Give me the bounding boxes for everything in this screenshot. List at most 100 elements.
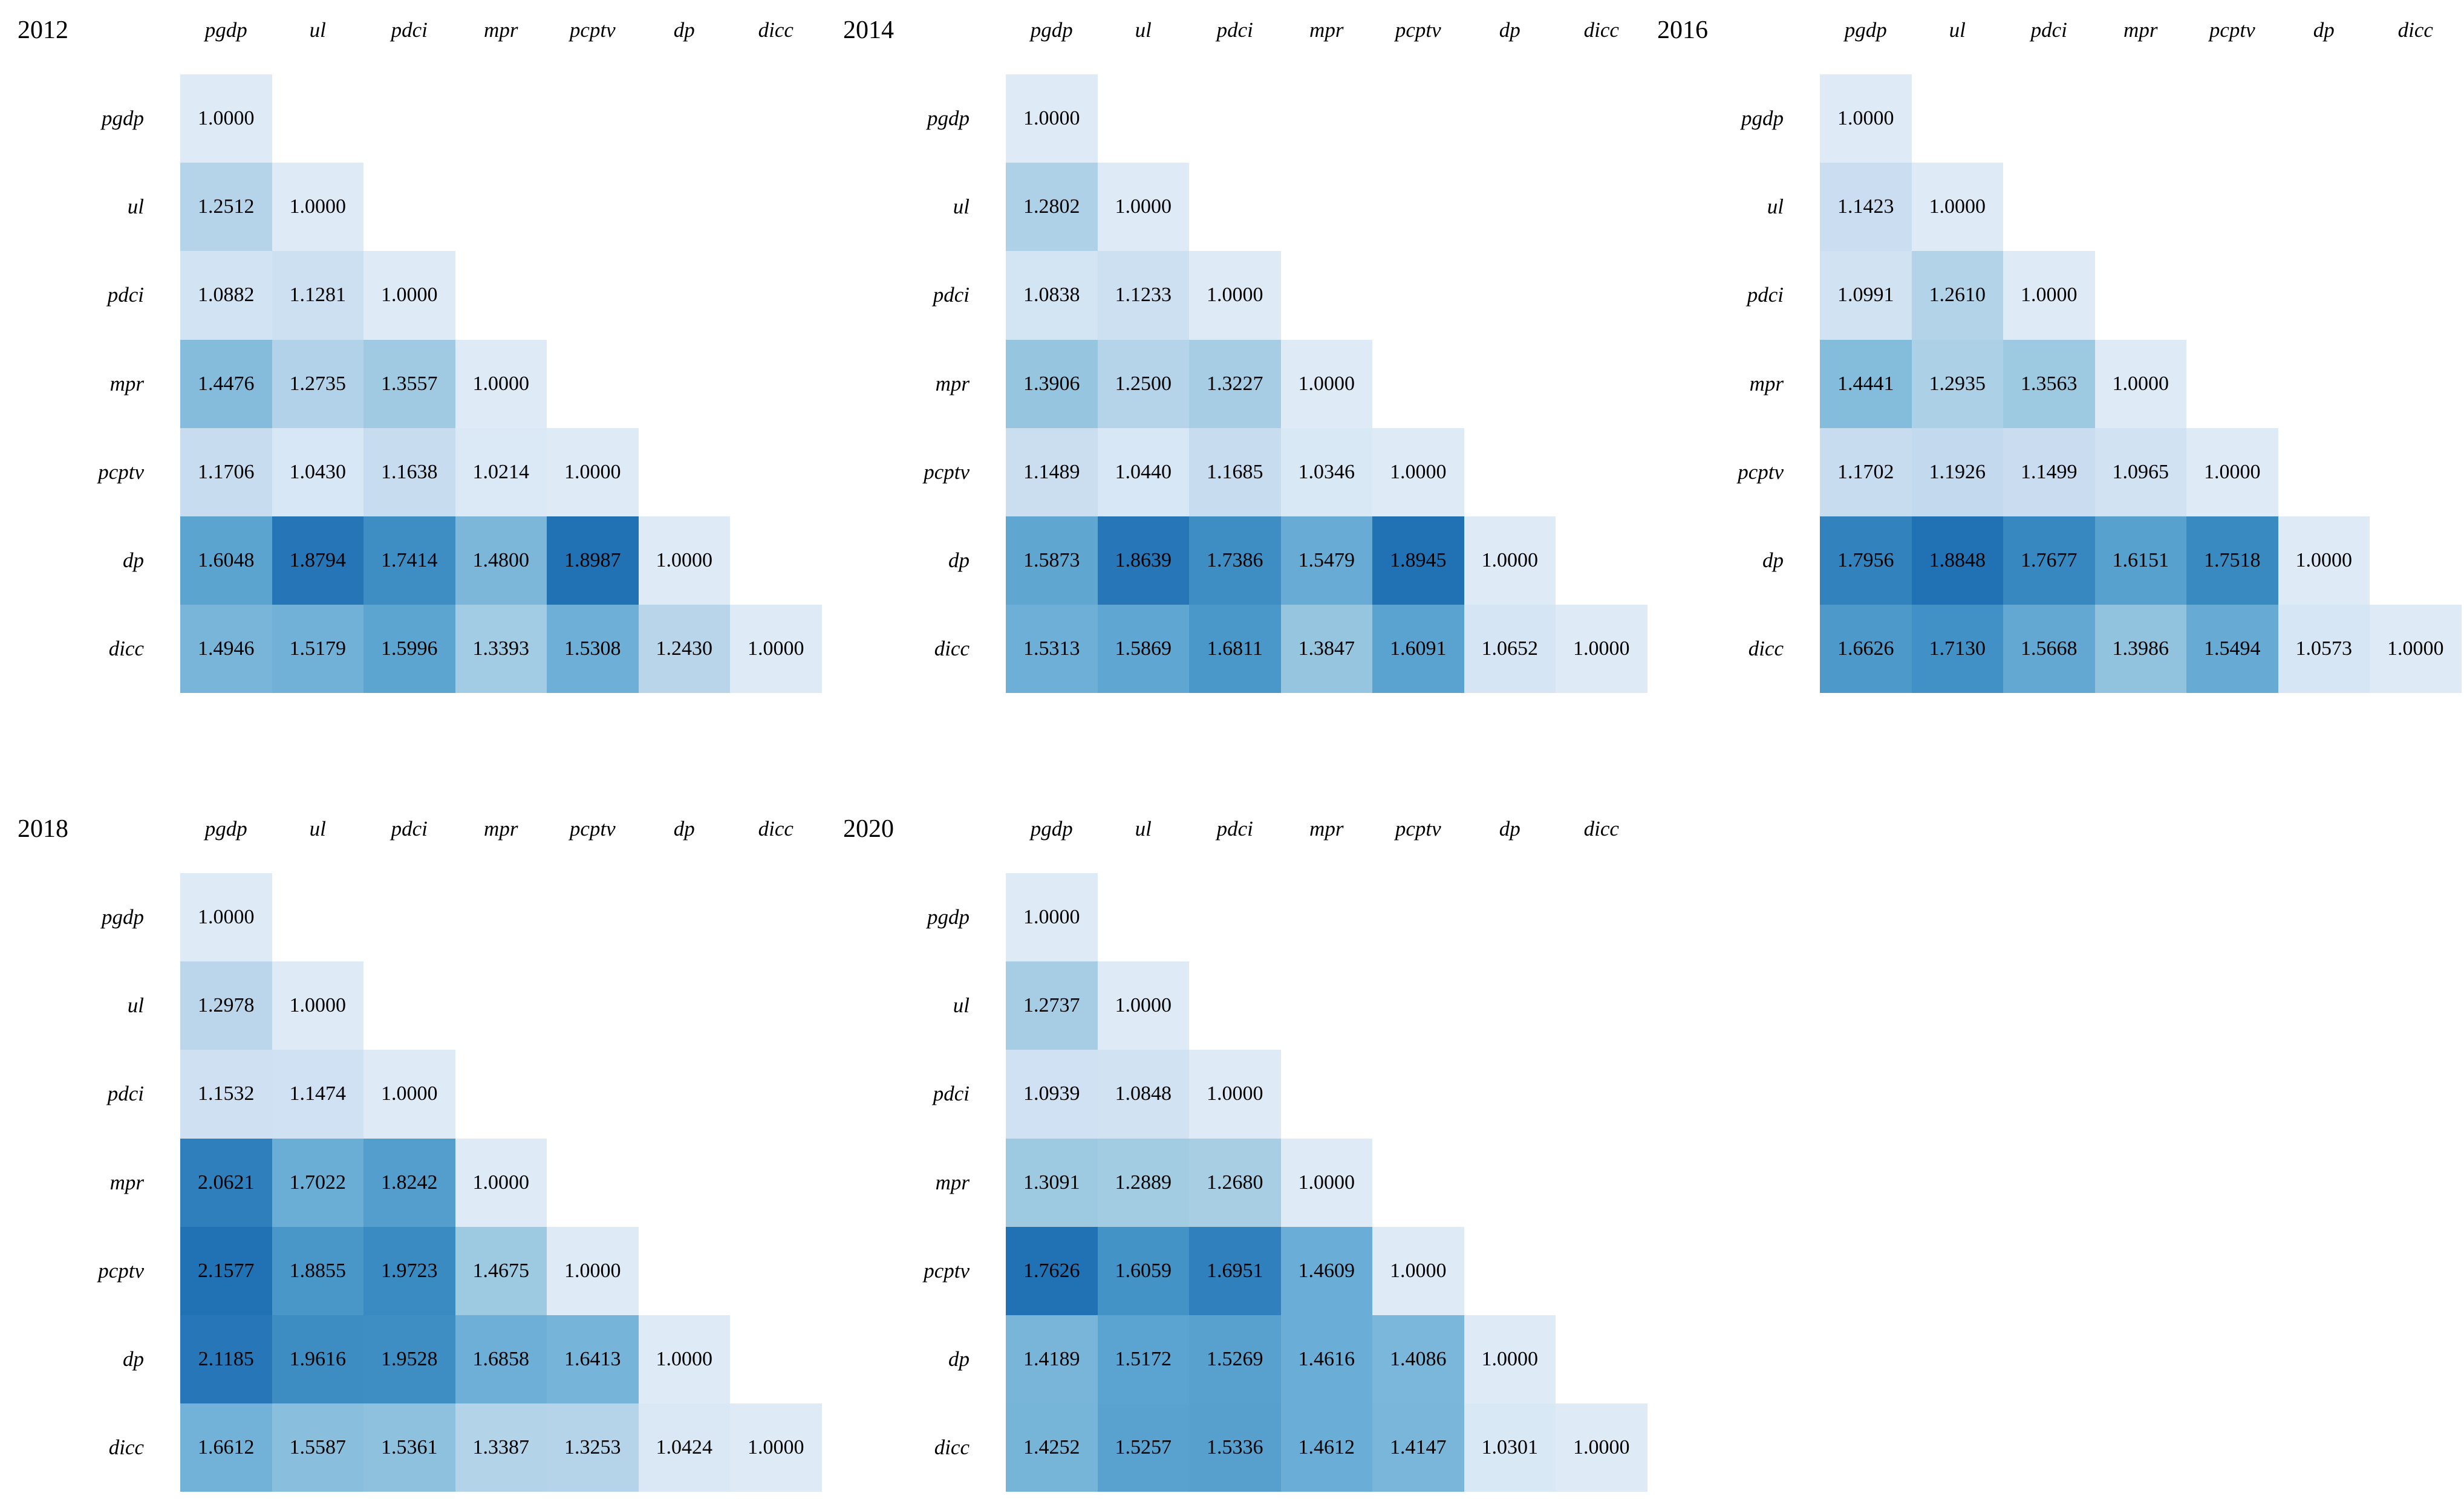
cell-pcptv-pdci: 1.1638 [363,428,455,516]
row-label-dicc: dicc [934,1436,970,1460]
cell-dicc-mpr: 1.3387 [455,1403,547,1492]
matrix-row-dicc: dicc 1.6612 1.5587 1.5361 1.3387 1.3253 1.0424… [0,1403,823,1492]
column-header-mpr: mpr [484,18,518,42]
matrix-row-ul: ul 1.2737 1.0000 [826,961,1648,1050]
matrix-row-pgdp: pgdp 1.0000 [826,74,1648,163]
column-header-pgdp: pgdp [204,18,247,42]
row-label-pgdp: pgdp [927,106,970,130]
cell-dp-pcptv: 1.8945 [1372,516,1464,605]
matrix-row-dicc: dicc 1.5313 1.5869 1.6811 1.3847 1.6091 1.0652… [826,605,1648,694]
cell-dicc-dicc: 1.0000 [1556,605,1648,694]
column-header-pdci: pdci [1216,18,1253,42]
row-label-pgdp: pgdp [1741,106,1784,130]
cell-mpr-mpr: 1.0000 [1280,1138,1372,1227]
header-row: 2014 pgdp ul pdci mpr pcptv dp dicc [826,0,1648,74]
row-label-pcptv: pcptv [924,460,970,484]
row-label-dp: dp [123,1347,144,1371]
cell-pgdp-pgdp: 1.0000 [1006,873,1098,962]
cell-pcptv-pgdp: 1.1706 [180,428,272,516]
cell-dicc-dp: 1.0301 [1464,1403,1556,1492]
matrix-row-mpr: mpr 2.0621 1.7022 1.8242 1.0000 [0,1138,823,1227]
cell-mpr-mpr: 1.0000 [1280,339,1372,428]
cell-mpr-pdci: 1.2680 [1189,1138,1281,1227]
cell-dp-pgdp: 2.1185 [180,1315,272,1404]
matrix-row-dp: dp 1.5873 1.8639 1.7386 1.5479 1.8945 1.0000 [826,516,1648,605]
cell-pcptv-mpr: 1.4609 [1280,1226,1372,1315]
matrix-row-dp: dp 1.7956 1.8848 1.7677 1.6151 1.7518 1.0000 [1640,516,2462,605]
cell-dicc-pgdp: 1.4946 [180,605,272,694]
matrix-row-ul: ul 1.2978 1.0000 [0,961,823,1050]
cell-pcptv-mpr: 1.0965 [2094,428,2186,516]
cell-mpr-pgdp: 1.4441 [1820,339,1912,428]
cell-dicc-pcptv: 1.5494 [2186,605,2278,694]
cell-dp-pcptv: 1.7518 [2186,516,2278,605]
cell-dicc-pdci: 1.5361 [363,1403,455,1492]
row-label-pcptv: pcptv [1738,460,1784,484]
cell-pcptv-pgdp: 2.1577 [180,1226,272,1315]
cell-pcptv-pcptv: 1.0000 [2186,428,2278,516]
row-label-mpr: mpr [109,371,144,395]
matrix-row-ul: ul 1.1423 1.0000 [1640,163,2462,252]
row-label-pcptv: pcptv [924,1258,970,1283]
row-label-dicc: dicc [1748,637,1784,661]
column-header-dicc: dicc [2397,18,2433,42]
column-header-dicc: dicc [758,18,794,42]
cell-dicc-dicc: 1.0000 [730,1403,822,1492]
cell-pgdp-pgdp: 1.0000 [1820,74,1912,163]
column-header-ul: ul [309,817,326,841]
cell-dp-pdci: 1.7414 [363,516,455,605]
cell-dicc-pdci: 1.5996 [363,605,455,694]
row-label-dicc: dicc [108,637,144,661]
column-header-ul: ul [309,18,326,42]
column-header-dicc: dicc [1583,817,1619,841]
cell-dicc-pdci: 1.6811 [1189,605,1281,694]
column-header-mpr: mpr [1309,18,1344,42]
cell-mpr-ul: 1.2889 [1097,1138,1189,1227]
column-header-ul: ul [1135,817,1152,841]
header-row: 2018 pgdp ul pdci mpr pcptv dp dicc [0,799,823,873]
cell-pcptv-ul: 1.6059 [1097,1226,1189,1315]
column-header-pcptv: pcptv [1395,18,1441,42]
heatmap-2016: 2016 pgdp ul pdci mpr pcptv dp dicc pgdp 1.0000 ul… [1640,0,2462,695]
cell-dp-dp: 1.0000 [1464,516,1556,605]
cell-dp-pcptv: 1.8987 [547,516,639,605]
row-label-pdci: pdci [933,283,970,307]
cell-ul-ul: 1.0000 [1911,163,2003,252]
year-label: 2018 [18,815,68,843]
matrix-row-pdci: pdci 1.0882 1.1281 1.0000 [0,251,823,340]
cell-pdci-pdci: 1.0000 [363,1050,455,1139]
cell-dp-ul: 1.8639 [1097,516,1189,605]
cell-dp-ul: 1.9616 [272,1315,363,1404]
matrix-row-dp: dp 1.6048 1.8794 1.7414 1.4800 1.8987 1.0000 [0,516,823,605]
column-header-mpr: mpr [1309,817,1344,841]
row-label-dp: dp [948,548,970,572]
row-label-mpr: mpr [109,1170,144,1194]
cell-dp-dp: 1.0000 [1464,1315,1556,1404]
matrix-row-ul: ul 1.2512 1.0000 [0,163,823,252]
cell-pdci-ul: 1.1474 [272,1050,363,1139]
row-label-pcptv: pcptv [98,1258,144,1283]
column-header-dicc: dicc [1583,18,1619,42]
cell-pcptv-mpr: 1.0214 [455,428,547,516]
cell-pcptv-pgdp: 1.1489 [1006,428,1098,516]
matrix-row-pcptv: pcptv 1.1489 1.0440 1.1685 1.0346 1.0000 [826,428,1648,516]
cell-pcptv-pdci: 1.1499 [2003,428,2095,516]
column-header-pgdp: pgdp [204,817,247,841]
cell-dicc-mpr: 1.3847 [1280,605,1372,694]
header-row: 2020 pgdp ul pdci mpr pcptv dp dicc [826,799,1648,873]
cell-dicc-pcptv: 1.6091 [1372,605,1464,694]
year-label: 2014 [843,16,894,44]
matrix-row-dicc: dicc 1.6626 1.7130 1.5668 1.3986 1.5494 1.0573… [1640,605,2462,694]
heatmap-2018: 2018 pgdp ul pdci mpr pcptv dp dicc pgdp 1.0000 ul… [0,799,823,1494]
cell-dicc-dp: 1.0573 [2278,605,2370,694]
row-label-dicc: dicc [934,637,970,661]
cell-ul-pgdp: 1.2802 [1006,163,1098,252]
cell-dp-pgdp: 1.5873 [1006,516,1098,605]
year-label: 2020 [843,815,894,843]
cell-dp-pcptv: 1.4086 [1372,1315,1464,1404]
column-header-dp: dp [1499,18,1520,42]
cell-pcptv-pcptv: 1.0000 [1372,428,1464,516]
column-header-dicc: dicc [758,817,794,841]
cell-dp-dp: 1.0000 [2278,516,2370,605]
